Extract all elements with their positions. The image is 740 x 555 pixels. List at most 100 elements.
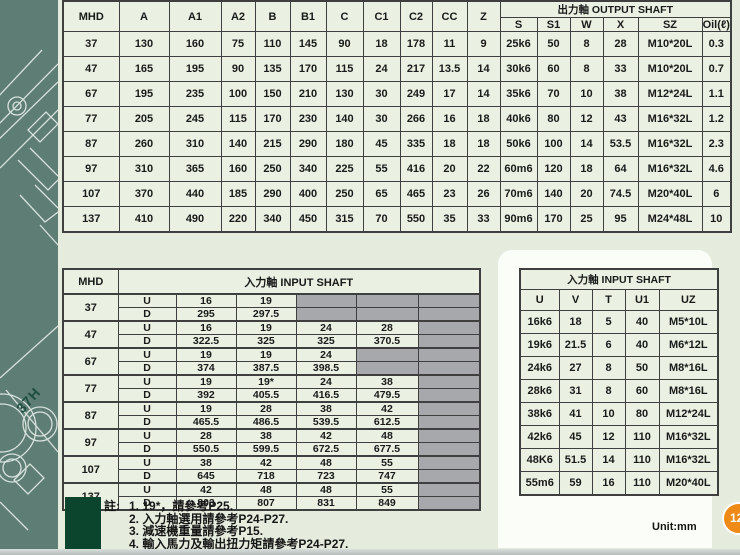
value-cell: 230 — [289, 106, 327, 133]
input-right-header: 入力軸 INPUT SHAFT U V T U1 UZ — [519, 268, 719, 311]
value-cell: 115 — [220, 106, 256, 133]
value-cell: 70m6 — [499, 181, 538, 208]
value-cell: 11 — [431, 30, 468, 58]
value-cell: 120 — [536, 156, 571, 183]
value-cell: M16*32L — [637, 156, 703, 183]
note-line: 4. 輸入馬力及輸出扭力矩請參考P24-P27. — [129, 536, 349, 551]
value-cell: 19k6 — [519, 332, 560, 357]
value-cell: 8 — [569, 56, 604, 83]
column-header: C1 — [362, 0, 401, 32]
value-cell: 110 — [624, 448, 660, 473]
value-cell: 74.5 — [602, 181, 639, 208]
value-cell: 645 — [175, 469, 237, 484]
value-cell: 48 — [355, 428, 419, 443]
table-row: 48K6 51.5 14 110 M16*32L — [519, 448, 719, 473]
value-cell: 38 — [235, 428, 297, 443]
value-cell — [295, 293, 357, 308]
value-cell: 28 — [235, 401, 297, 416]
side-strip: 37H — [0, 0, 58, 549]
value-cell: 18 — [466, 106, 501, 133]
value-cell: 170 — [289, 56, 327, 83]
value-cell: 0.7 — [701, 56, 732, 83]
value-cell: 260 — [118, 131, 170, 158]
value-cell: 14 — [466, 56, 501, 83]
column-header: S — [499, 17, 538, 32]
value-cell: 374 — [175, 361, 237, 376]
row-label-u: U — [117, 401, 177, 416]
value-cell: 31 — [558, 378, 593, 404]
value-cell: 290 — [254, 181, 291, 208]
value-cell: 19 — [175, 347, 237, 362]
value-cell: 340 — [289, 156, 327, 183]
value-cell: 160 — [220, 156, 256, 183]
value-cell: 42 — [175, 482, 237, 497]
value-cell: 16 — [591, 471, 626, 496]
value-cell: 65 — [362, 181, 401, 208]
mhd-cell: 67 — [62, 81, 120, 108]
value-cell: 50 — [624, 355, 660, 380]
value-cell: 10 — [701, 206, 732, 233]
value-cell: 42 — [355, 401, 419, 416]
value-cell: 465.5 — [175, 415, 237, 430]
value-cell: 27 — [558, 355, 593, 380]
value-cell: 1.2 — [701, 106, 732, 133]
mhd-cell: 77 — [62, 374, 119, 403]
table-row: 67 195 235 100 150 210 130 30 249 17 14 35k6 70 10 38 M… — [62, 81, 732, 108]
notes-prefix: 註: — [104, 499, 120, 513]
value-cell: M12*24L — [658, 401, 719, 427]
value-cell — [355, 347, 419, 362]
value-cell: 50 — [536, 30, 571, 58]
value-cell: 70 — [362, 206, 401, 233]
value-cell: 20 — [431, 156, 468, 183]
value-cell: 40 — [624, 309, 660, 334]
input-shaft-table-left: MHD 入力軸 INPUT SHAFT 37 U 16 19 D 295 297.5 47 U 16… — [62, 268, 482, 511]
value-cell: 225 — [325, 156, 364, 183]
value-cell: 60 — [624, 378, 660, 404]
mhd-cell: 87 — [62, 401, 119, 430]
column-header: T — [591, 288, 626, 311]
value-cell: 250 — [325, 181, 364, 208]
value-cell: 18 — [558, 309, 593, 334]
column-header: S1 — [536, 17, 571, 32]
value-cell: 55 — [362, 156, 401, 183]
value-cell: 38 — [175, 455, 237, 470]
value-cell: 340 — [254, 206, 291, 233]
row-label-d: D — [117, 442, 177, 457]
value-cell: 13.5 — [431, 56, 468, 83]
row-label-u: U — [117, 320, 177, 335]
dimension-table-header: MHD A A1 A2 B B1 C C1 C2 CC Z 出力軸 OUTPUT SHAFT S S1 W X… — [62, 0, 732, 32]
value-cell: 9 — [466, 30, 501, 58]
value-cell: M16*32L — [637, 106, 703, 133]
value-cell: 370.5 — [355, 334, 419, 349]
value-cell: M5*10L — [658, 309, 719, 334]
value-cell: 60 — [536, 56, 571, 83]
value-cell: 10 — [569, 81, 604, 108]
value-cell: 35k6 — [499, 81, 538, 108]
column-header: A — [118, 0, 170, 32]
table-row: 55m6 59 16 110 M20*40L — [519, 471, 719, 496]
table-row: 47 165 195 90 135 170 115 24 217 13.5 14 30k6 60 8 33 M… — [62, 56, 732, 83]
value-cell: 90 — [325, 30, 364, 58]
value-cell: 16k6 — [519, 309, 560, 334]
value-cell: 33 — [466, 206, 501, 233]
value-cell: 140 — [325, 106, 364, 133]
column-header: Oil(ℓ) — [701, 17, 732, 32]
value-cell: 80 — [536, 106, 571, 133]
value-cell: 19* — [235, 374, 297, 389]
value-cell: 38 — [295, 401, 357, 416]
value-cell: 490 — [168, 206, 222, 233]
value-cell: 405.5 — [235, 388, 297, 403]
value-cell: 718 — [235, 469, 297, 484]
value-cell — [417, 334, 481, 349]
value-cell: 38 — [602, 81, 639, 108]
table-row: 107 U 38 42 48 55 — [62, 455, 481, 484]
table-row: D 550.5 599.5 672.5 677.5 — [63, 442, 481, 457]
value-cell: 6 — [591, 332, 626, 357]
value-cell: 28 — [602, 30, 639, 58]
value-cell: M12*24L — [637, 81, 703, 108]
mhd-cell: 107 — [62, 455, 119, 484]
value-cell: 250 — [254, 156, 291, 183]
value-cell: 42 — [235, 455, 297, 470]
value-cell — [417, 455, 481, 470]
value-cell: 539.5 — [295, 415, 357, 430]
